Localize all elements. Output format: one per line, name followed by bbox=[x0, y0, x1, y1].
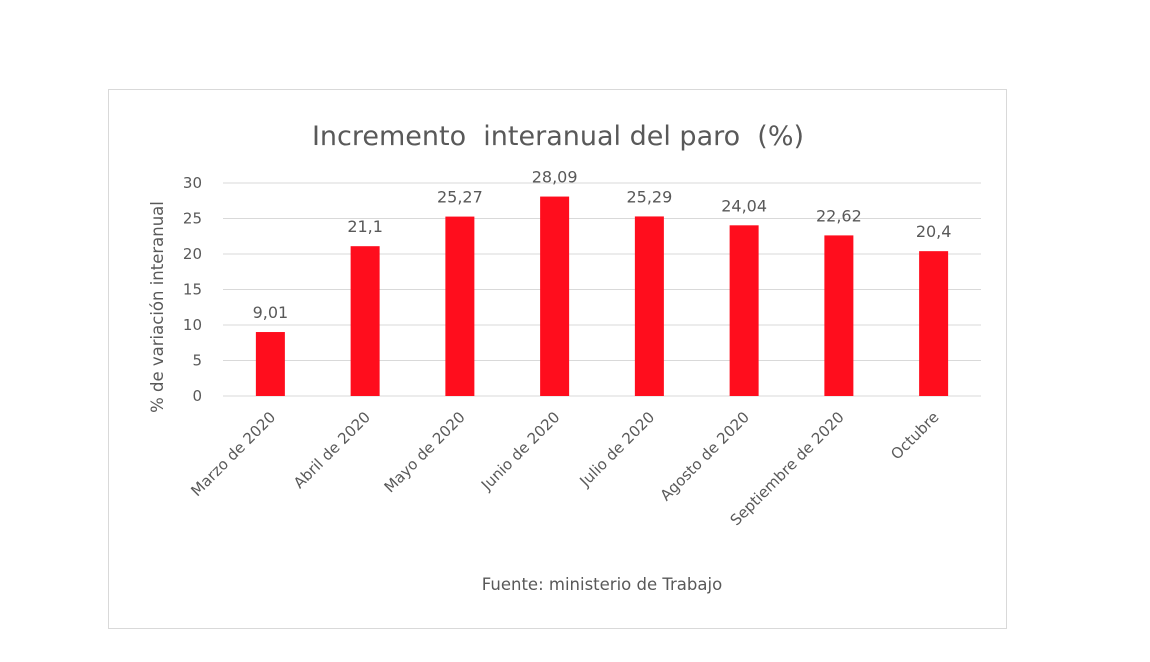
bar-value-label: 25,27 bbox=[437, 188, 483, 207]
y-tick-label: 5 bbox=[192, 352, 202, 370]
y-tick-label: 0 bbox=[192, 387, 202, 405]
x-tick-label: Julio de 2020 bbox=[576, 408, 659, 491]
bar-value-label: 21,1 bbox=[347, 217, 383, 236]
bar bbox=[919, 251, 949, 396]
y-tick-label: 10 bbox=[183, 316, 202, 334]
x-axis-ticks: Marzo de 2020 Abril de 2020 Mayo de 2020 Ju… bbox=[187, 408, 942, 529]
chart-title: Incremento interanual del paro (%) bbox=[312, 121, 804, 152]
bar-value-label: 20,4 bbox=[916, 222, 952, 241]
bar bbox=[824, 235, 854, 396]
source-note: Fuente: ministerio de Trabajo bbox=[482, 575, 722, 594]
x-tick-label: Mayo de 2020 bbox=[381, 408, 469, 496]
bar bbox=[350, 246, 380, 396]
bar bbox=[255, 332, 285, 396]
bar bbox=[445, 216, 475, 396]
y-tick-label: 20 bbox=[183, 245, 202, 263]
x-tick-label: Marzo de 2020 bbox=[187, 408, 279, 500]
bar-value-label: 28,09 bbox=[532, 168, 578, 187]
x-tick-label: Octubre bbox=[887, 408, 942, 463]
x-tick-label: Agosto de 2020 bbox=[657, 408, 753, 504]
bars bbox=[255, 196, 949, 396]
bar-value-label: 24,04 bbox=[721, 196, 767, 215]
y-tick-label: 15 bbox=[183, 281, 202, 299]
bar-value-label: 22,62 bbox=[816, 206, 862, 225]
y-axis-title: % de variación interanual bbox=[148, 201, 167, 413]
x-tick-label: Abril de 2020 bbox=[290, 408, 374, 492]
bar-value-label: 25,29 bbox=[626, 187, 672, 206]
bar-value-label: 9,01 bbox=[253, 303, 289, 322]
bar bbox=[634, 216, 664, 396]
bar-chart: Incremento interanual del paro (%) % de … bbox=[148, 121, 981, 594]
y-tick-label: 30 bbox=[183, 174, 202, 192]
bar bbox=[540, 196, 570, 396]
bar bbox=[729, 225, 759, 396]
chart-container: Incremento interanual del paro (%) % de … bbox=[108, 89, 1007, 629]
x-tick-label: Junio de 2020 bbox=[477, 408, 563, 494]
y-axis-ticks: 0 5 10 15 20 25 30 bbox=[183, 174, 202, 405]
gridlines bbox=[223, 182, 981, 397]
data-labels: 9,01 21,1 25,27 28,09 25,29 24,04 22,62 20,4 bbox=[253, 168, 952, 322]
y-tick-label: 25 bbox=[183, 210, 202, 228]
